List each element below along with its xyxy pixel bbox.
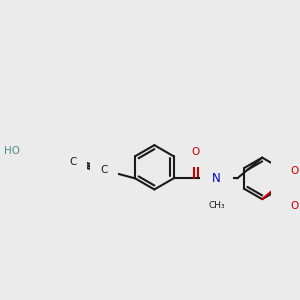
Text: HO: HO xyxy=(4,146,20,156)
Text: O: O xyxy=(290,167,298,176)
Text: C: C xyxy=(100,165,108,175)
Text: O: O xyxy=(290,201,298,211)
Text: CH₃: CH₃ xyxy=(208,200,225,209)
Text: O: O xyxy=(192,147,200,157)
Text: C: C xyxy=(69,157,76,167)
Text: N: N xyxy=(212,172,221,185)
